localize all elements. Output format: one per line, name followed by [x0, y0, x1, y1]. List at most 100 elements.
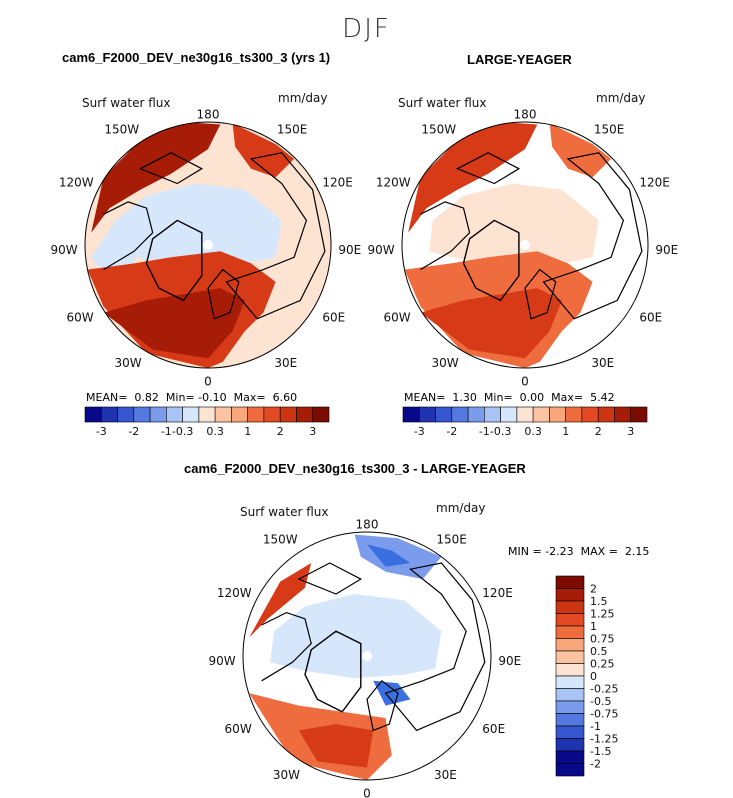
- eurasia-coastline: [225, 152, 326, 320]
- longitude-label: 60E: [482, 722, 505, 736]
- longitude-label: 60E: [322, 311, 345, 325]
- colorbar-tick-label: -1: [590, 720, 601, 733]
- colorbar-swatch: [555, 613, 585, 627]
- colorbar-swatch: [555, 588, 585, 602]
- arctic-ice-region: [112, 183, 282, 268]
- longitude-label: 60W: [383, 311, 410, 325]
- min-value: -2.23: [545, 545, 574, 558]
- colorbar-tick-label: 0.25: [590, 658, 615, 671]
- scandinavia-coastline: [366, 679, 399, 732]
- colorbar-tick-label: 3: [309, 425, 316, 438]
- longitude-label: 180: [197, 108, 220, 122]
- map-2-field: [402, 122, 648, 368]
- longitude-label: 150W: [104, 122, 139, 136]
- colorbar-tick-label: -0.5: [590, 695, 611, 708]
- canada-coastline: [103, 201, 154, 271]
- colorbar-tick-label: 0: [590, 670, 597, 683]
- panel-1-units: mm/day: [278, 91, 328, 105]
- colorbar-tick-label: -2: [590, 758, 601, 771]
- colorbar-swatch: [614, 406, 632, 423]
- longitude-label: 60W: [66, 311, 93, 325]
- colorbar-swatch: [231, 406, 248, 423]
- min-label: Min=: [483, 391, 513, 404]
- colorbar-swatch: [555, 675, 585, 689]
- longitude-label: 90W: [208, 654, 235, 668]
- map-2: 180 150E 120E 90E 60E 30E 0 30W 60W 90W 120W 150W: [367, 108, 678, 389]
- panel-1-stats: MEAN= 0.82 Min= -0.10 Max= 6.60: [86, 391, 297, 404]
- map-border: [84, 121, 332, 369]
- max-value: 6.60: [272, 391, 298, 404]
- atlantic-positive-core: [298, 724, 374, 768]
- colorbar-tick-label: 2: [277, 425, 284, 438]
- pole-marker: [520, 240, 530, 250]
- longitude-label: 30E: [434, 768, 457, 782]
- colorbar-tick-label: 0.5: [590, 645, 608, 658]
- longitude-label: 150E: [436, 532, 467, 546]
- alaska-coastline: [455, 152, 521, 185]
- colorbar-tick-label: 2: [595, 425, 602, 438]
- atlantic-core: [420, 288, 562, 359]
- colorbar-tick-label: -3: [414, 425, 425, 438]
- max-value: 5.42: [590, 391, 615, 404]
- colorbar-tick-label: 0.3: [206, 425, 224, 438]
- longitude-label: 90E: [338, 243, 361, 257]
- colorbar-3: 21.51.2510.750.50.250-0.25-0.5-0.75-1-1.…: [555, 575, 618, 777]
- colorbar-swatch: [532, 406, 550, 423]
- colorbar-tick-label: 0.75: [590, 633, 615, 646]
- map-1: 180 150E 120E 90E 60E 30E 0 30W 60W 90W 120W 150W: [50, 108, 361, 389]
- colorbar-swatch: [555, 713, 585, 727]
- colorbar-swatch: [101, 406, 118, 423]
- colorbar-swatch: [467, 406, 485, 423]
- colorbar-tick-label: 1: [590, 620, 597, 633]
- max-value: 2.15: [624, 545, 650, 558]
- longitude-label: 30W: [431, 356, 458, 370]
- colorbar-tick-label: 1: [562, 425, 569, 438]
- longitude-label: 120E: [639, 175, 670, 189]
- min-value: 0.00: [519, 391, 545, 404]
- colorbar-swatch: [483, 406, 501, 423]
- longitude-label: 180: [514, 108, 537, 122]
- colorbar-swatch: [555, 750, 585, 764]
- greenland-coastline: [462, 219, 520, 302]
- colorbar-swatch: [555, 650, 585, 664]
- colorbar-swatch: [198, 406, 216, 423]
- pole-marker: [203, 240, 213, 250]
- longitude-label: 150W: [421, 122, 456, 136]
- longitude-label: 30W: [273, 768, 300, 782]
- canada-coastline: [261, 611, 312, 682]
- longitude-label: 60E: [639, 311, 662, 325]
- panel-2-title: LARGE-YEAGER: [467, 52, 572, 67]
- colorbar-swatch: [597, 406, 615, 423]
- pacific-positive: [249, 563, 312, 638]
- pole-marker: [362, 651, 372, 661]
- colorbar-tick-label: -0.75: [590, 708, 618, 721]
- panel-3-title: cam6_F2000_DEV_ne30g16_ts300_3 - LARGE-Y…: [184, 461, 526, 476]
- map-border: [401, 121, 649, 369]
- colorbar-tick-label: -2: [446, 425, 457, 438]
- colorbar-swatch: [117, 406, 135, 423]
- colorbar-swatch: [500, 406, 518, 423]
- greenland-coastline: [304, 630, 362, 713]
- panel-3-stats: MIN = -2.23 MAX = 2.15: [508, 545, 649, 558]
- colorbar-swatch: [279, 406, 297, 423]
- colorbar-swatch: [630, 406, 648, 423]
- min-label: Min=: [165, 391, 195, 404]
- bering-strong-negative: [367, 544, 411, 567]
- colorbar-swatch: [247, 406, 265, 423]
- colorbar-swatch: [555, 725, 585, 739]
- colorbar-swatch: [133, 406, 151, 423]
- panel-3-units: mm/day: [436, 501, 486, 515]
- colorbar-swatch: [84, 406, 102, 423]
- colorbar-swatch: [263, 406, 281, 423]
- canada-coastline: [420, 201, 471, 271]
- longitude-label: 150E: [594, 122, 625, 136]
- longitude-label: 30W: [114, 356, 141, 370]
- greenland-coastline: [145, 219, 203, 302]
- colorbar-tick-label: 2: [590, 583, 597, 596]
- mean-label: MEAN=: [86, 391, 128, 404]
- colorbar-swatch: [435, 406, 453, 423]
- colorbar-tick-label: 1: [244, 425, 251, 438]
- longitude-label: 120W: [376, 175, 411, 189]
- colorbar-swatch: [555, 625, 585, 639]
